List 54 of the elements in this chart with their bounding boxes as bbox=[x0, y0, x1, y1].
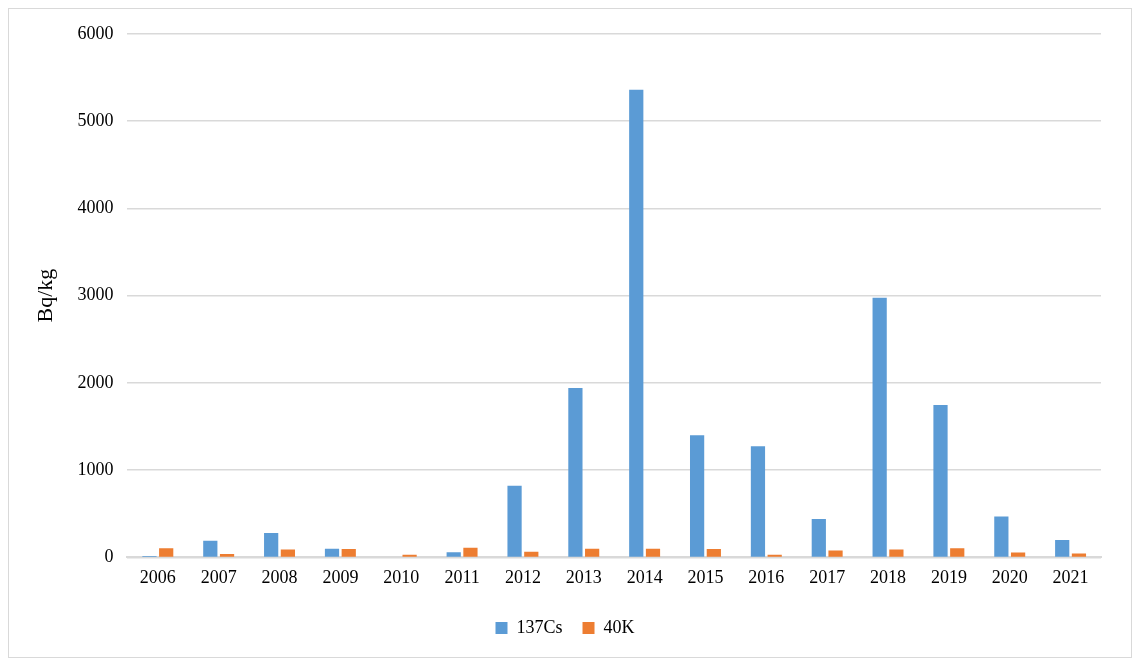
bar bbox=[872, 297, 887, 557]
x-tick-label: 2016 bbox=[748, 566, 785, 587]
bar bbox=[1010, 552, 1026, 557]
bar bbox=[994, 516, 1009, 557]
bar bbox=[568, 388, 583, 557]
x-tick-label: 2013 bbox=[565, 566, 602, 587]
bar bbox=[585, 548, 600, 557]
x-tick-label: 2019 bbox=[930, 566, 967, 587]
y-tick-label: 2000 bbox=[77, 371, 114, 392]
bar bbox=[933, 405, 948, 557]
bar bbox=[341, 549, 356, 557]
x-tick-label: 2018 bbox=[870, 566, 907, 587]
bar bbox=[264, 532, 279, 557]
bar bbox=[1071, 553, 1087, 557]
bar bbox=[629, 89, 644, 557]
bar bbox=[446, 552, 461, 557]
legend-label: 40K bbox=[603, 616, 635, 637]
x-tick-label: 2017 bbox=[809, 566, 846, 587]
bar bbox=[159, 548, 174, 557]
bar bbox=[219, 553, 235, 557]
y-tick-label: 5000 bbox=[77, 109, 114, 130]
x-tick-label: 2015 bbox=[687, 566, 724, 587]
bar bbox=[828, 550, 843, 557]
y-tick-label: 1000 bbox=[77, 458, 114, 479]
bar bbox=[507, 485, 522, 557]
bar bbox=[1055, 539, 1070, 557]
bar bbox=[280, 549, 295, 557]
x-tick-label: 2009 bbox=[322, 566, 359, 587]
x-tick-label: 2007 bbox=[200, 566, 237, 587]
bar bbox=[889, 549, 904, 557]
legend-label: 137Cs bbox=[516, 616, 563, 637]
x-tick-label: 2006 bbox=[139, 566, 176, 587]
bar bbox=[750, 446, 766, 557]
bar bbox=[690, 435, 705, 557]
y-axis-title: Bq/kg bbox=[31, 268, 57, 323]
bar bbox=[524, 551, 539, 557]
x-tick-label: 2014 bbox=[626, 566, 663, 587]
y-tick-label: 0 bbox=[104, 546, 114, 567]
x-tick-label: 2012 bbox=[504, 566, 541, 587]
bar bbox=[463, 547, 478, 557]
x-tick-label: 2010 bbox=[383, 566, 420, 587]
x-tick-label: 2020 bbox=[991, 566, 1028, 587]
bar bbox=[706, 549, 721, 557]
x-tick-label: 2011 bbox=[444, 566, 480, 587]
bar bbox=[811, 519, 826, 557]
bar bbox=[324, 548, 340, 557]
y-tick-label: 6000 bbox=[77, 22, 114, 43]
y-tick-label: 4000 bbox=[77, 197, 114, 218]
bar bbox=[645, 548, 661, 557]
bar bbox=[950, 548, 965, 557]
y-tick-label: 3000 bbox=[77, 284, 114, 305]
bar bbox=[203, 540, 218, 557]
x-tick-label: 2008 bbox=[261, 566, 298, 587]
x-tick-label: 2021 bbox=[1052, 566, 1089, 587]
